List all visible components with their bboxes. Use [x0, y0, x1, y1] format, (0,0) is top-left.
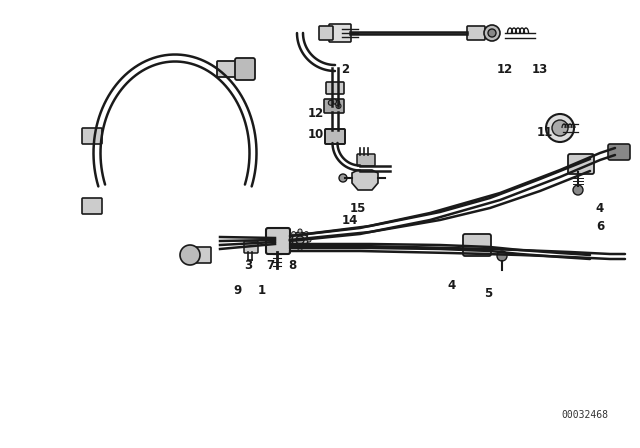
FancyBboxPatch shape	[329, 24, 351, 42]
FancyBboxPatch shape	[324, 99, 344, 113]
Text: 15: 15	[350, 202, 366, 215]
FancyBboxPatch shape	[357, 154, 375, 166]
FancyBboxPatch shape	[82, 198, 102, 214]
Circle shape	[552, 120, 568, 136]
Circle shape	[298, 247, 302, 251]
Text: 12: 12	[308, 107, 324, 120]
Polygon shape	[352, 170, 378, 190]
Circle shape	[488, 29, 496, 37]
Circle shape	[292, 232, 296, 236]
Circle shape	[497, 251, 507, 261]
FancyBboxPatch shape	[266, 228, 290, 254]
Text: 00032468: 00032468	[561, 410, 608, 420]
Text: 4: 4	[596, 202, 604, 215]
FancyBboxPatch shape	[325, 129, 345, 144]
Circle shape	[296, 236, 304, 244]
FancyBboxPatch shape	[189, 247, 211, 263]
Text: 9: 9	[234, 284, 242, 297]
Circle shape	[180, 245, 200, 265]
Circle shape	[307, 238, 311, 242]
Circle shape	[332, 99, 337, 104]
FancyBboxPatch shape	[244, 241, 258, 253]
Circle shape	[335, 100, 340, 105]
Circle shape	[546, 114, 574, 142]
Circle shape	[305, 232, 308, 236]
FancyBboxPatch shape	[568, 154, 594, 174]
Circle shape	[573, 185, 583, 195]
FancyBboxPatch shape	[235, 58, 255, 80]
Text: 4: 4	[448, 279, 456, 292]
Circle shape	[292, 244, 296, 248]
Text: 6: 6	[596, 220, 604, 233]
FancyBboxPatch shape	[326, 82, 344, 94]
FancyBboxPatch shape	[463, 234, 491, 256]
Text: 10: 10	[308, 128, 324, 141]
Text: 8: 8	[288, 258, 296, 271]
Circle shape	[292, 232, 308, 248]
Circle shape	[339, 174, 347, 182]
FancyBboxPatch shape	[82, 128, 102, 144]
Text: 2: 2	[341, 63, 349, 76]
Circle shape	[289, 238, 293, 242]
Text: 14: 14	[342, 214, 358, 227]
Text: 7: 7	[266, 258, 274, 271]
Text: 1: 1	[258, 284, 266, 297]
Text: 3: 3	[244, 258, 252, 271]
Text: 11: 11	[537, 125, 553, 138]
Circle shape	[328, 100, 333, 105]
Circle shape	[336, 103, 341, 108]
FancyBboxPatch shape	[467, 26, 485, 40]
FancyBboxPatch shape	[217, 61, 241, 77]
Text: 5: 5	[484, 287, 492, 300]
Text: 12: 12	[497, 63, 513, 76]
FancyBboxPatch shape	[608, 144, 630, 160]
FancyBboxPatch shape	[319, 26, 333, 40]
Circle shape	[484, 25, 500, 41]
Circle shape	[298, 229, 302, 233]
Circle shape	[305, 244, 308, 248]
Text: 13: 13	[532, 63, 548, 76]
